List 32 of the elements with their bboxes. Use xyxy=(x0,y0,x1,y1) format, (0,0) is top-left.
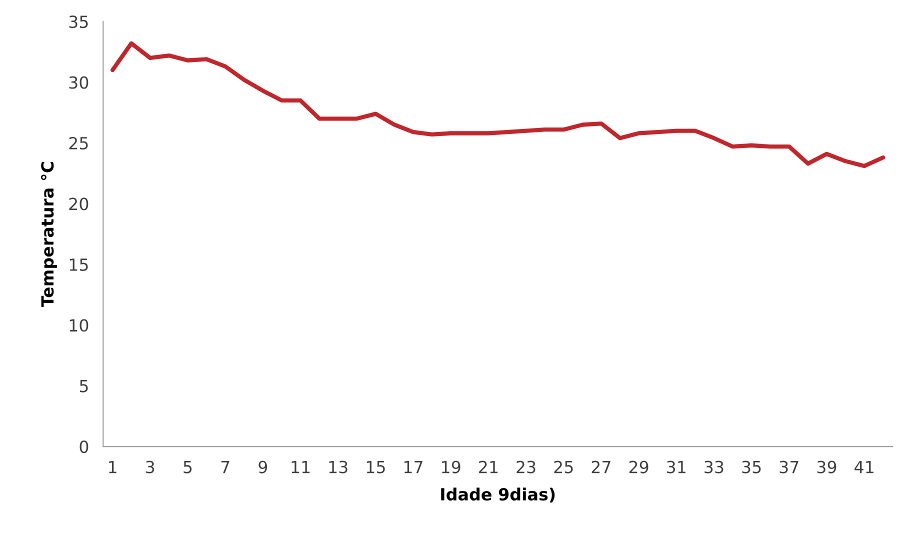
x-tick-label: 39 xyxy=(817,460,836,474)
x-tick-label: 21 xyxy=(479,460,498,474)
y-tick-label: 35 xyxy=(69,15,88,28)
y-tick-label: 15 xyxy=(70,258,88,271)
x-tick-label: 7 xyxy=(221,460,230,474)
x-tick-label: 27 xyxy=(592,460,610,474)
x-tick-label: 25 xyxy=(554,460,573,474)
y-tick-label: 0 xyxy=(80,440,88,454)
x-tick-label: 41 xyxy=(854,460,874,474)
x-tick-label: 5 xyxy=(184,460,192,474)
x-tick-label: 35 xyxy=(742,460,761,474)
line-series xyxy=(110,41,886,168)
x-tick-label: 31 xyxy=(667,460,686,474)
x-tick-label: 29 xyxy=(629,460,648,474)
y-tick-label: 5 xyxy=(80,380,88,392)
y-tick-label: 30 xyxy=(69,76,88,89)
y-axis-title: Temperatura °C xyxy=(40,162,57,308)
x-tick-label: 9 xyxy=(258,460,268,474)
x-tick-label: 37 xyxy=(780,460,798,474)
x-tick-label: 13 xyxy=(329,460,348,474)
x-tick-label: 33 xyxy=(704,460,724,474)
x-tick-label: 1 xyxy=(109,460,116,474)
x-tick-label: 15 xyxy=(366,460,385,474)
x-tick-label: 3 xyxy=(146,460,154,474)
y-tick-label: 10 xyxy=(70,319,88,332)
x-tick-label: 17 xyxy=(404,460,422,474)
x-tick-label: 19 xyxy=(442,460,460,474)
x-axis-title: Idade 9dias) xyxy=(441,488,555,503)
x-tick-label: 23 xyxy=(516,460,536,474)
x-tick-label: 11 xyxy=(292,460,310,474)
y-tick-label: 20 xyxy=(69,198,88,210)
y-tick-label: 25 xyxy=(69,136,88,150)
